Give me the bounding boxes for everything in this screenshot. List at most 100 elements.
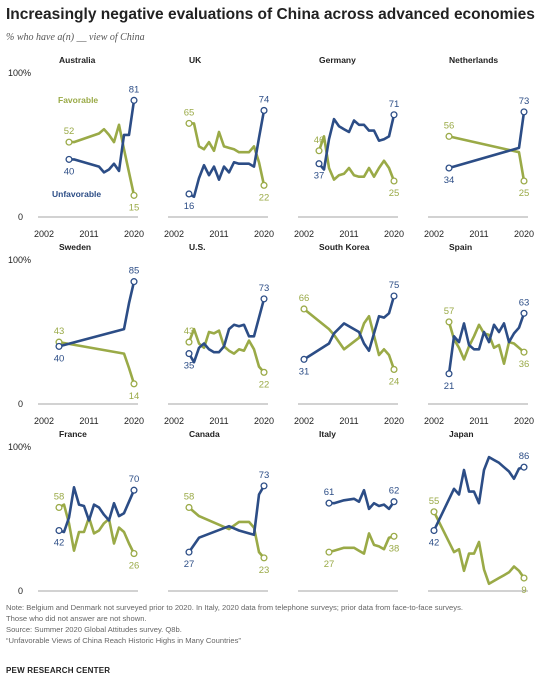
unfavorable-start-point xyxy=(300,355,308,363)
favorable-end-point xyxy=(390,532,398,540)
x-tick-label: 2020 xyxy=(514,229,534,239)
favorable-end-point xyxy=(130,550,138,558)
panel-spain: Spain 2002 2011 2020 57 21 36 63 xyxy=(424,242,534,426)
footer-note-2: Those who did not answer are not shown. xyxy=(6,614,147,623)
favorable-start-label: 27 xyxy=(324,559,335,570)
x-tick-label: 2011 xyxy=(339,229,358,239)
favorable-line-uk xyxy=(187,122,266,187)
favorable-start-label: 65 xyxy=(184,107,195,118)
favorable-line-germany xyxy=(317,135,396,183)
favorable-end-point xyxy=(520,574,528,582)
favorable-end-label: 26 xyxy=(129,561,140,572)
unfavorable-end-label: 86 xyxy=(519,451,530,462)
unfavorable-start-point xyxy=(325,499,333,507)
x-tick-label: 2020 xyxy=(254,416,274,426)
favorable-start-label: 52 xyxy=(64,126,75,137)
panel-italy: Italy20022011202027613862 xyxy=(298,429,400,592)
panel-title-canada: Canada xyxy=(189,429,220,439)
x-tick-label: 2011 xyxy=(339,416,358,426)
unfavorable-end-point xyxy=(260,295,268,303)
unfavorable-end-point xyxy=(390,292,398,300)
unfavorable-start-point xyxy=(430,526,438,535)
unfavorable-end-label: 75 xyxy=(389,280,400,291)
favorable-start-point xyxy=(300,305,308,313)
unfavorable-start-point xyxy=(315,160,323,168)
unfavorable-line-south-korea xyxy=(302,294,396,361)
unfavorable-start-label: 35 xyxy=(184,361,195,372)
unfavorable-line-germany xyxy=(317,113,396,171)
unfavorable-end-label: 73 xyxy=(259,470,270,481)
footer-source: Source: Summer 2020 Global Attitudes sur… xyxy=(6,625,182,634)
favorable-line-france xyxy=(57,503,136,555)
unfavorable-start-label: 61 xyxy=(324,487,335,498)
unfavorable-end-point xyxy=(130,278,138,286)
unfavorable-end-label: 81 xyxy=(129,84,140,95)
x-tick-label: 2020 xyxy=(384,416,404,426)
unfavorable-start-label: 40 xyxy=(54,353,65,364)
favorable-end-label: 22 xyxy=(259,379,270,390)
x-tick-label: 2020 xyxy=(254,229,274,239)
unfavorable-end-label: 74 xyxy=(259,94,270,105)
unfavorable-start-point xyxy=(55,342,63,350)
x-tick-label: 2011 xyxy=(79,416,98,426)
x-tick-label: 2020 xyxy=(384,229,404,239)
favorable-start-point xyxy=(430,508,438,516)
favorable-line-spain xyxy=(447,320,526,365)
favorable-start-point xyxy=(185,503,193,512)
panel-title-sweden: Sweden xyxy=(59,242,91,252)
panel-canada: Canada20022011202058272373 xyxy=(168,429,270,592)
favorable-end-label: 38 xyxy=(389,543,400,554)
y-tick-label: 100% xyxy=(8,68,31,78)
unfavorable-start-point xyxy=(55,526,63,535)
pew-credit: PEW RESEARCH CENTER xyxy=(6,666,111,675)
x-tick-label: 2011 xyxy=(209,229,228,239)
chart-footer: Note: Belgium and Denmark not surveyed p… xyxy=(6,602,554,646)
x-tick-label: 2011 xyxy=(469,416,488,426)
favorable-line-sweden xyxy=(57,340,136,386)
unfavorable-start-point xyxy=(65,155,73,163)
panel-title-netherlands: Netherlands xyxy=(449,55,498,65)
unfavorable-start-label: 27 xyxy=(184,559,195,570)
unfavorable-end-point xyxy=(260,106,268,114)
favorable-start-label: 43 xyxy=(184,326,195,337)
favorable-end-point xyxy=(130,191,138,199)
favorable-end-label: 14 xyxy=(129,391,140,402)
favorable-start-point xyxy=(445,132,453,140)
panel-uk: UK 2002 2011 2020 65 16 22 74 xyxy=(164,55,274,239)
footer-note: Note: Belgium and Denmark not surveyed p… xyxy=(6,603,463,612)
favorable-end-point xyxy=(260,554,268,562)
panel-title-u-s: U.S. xyxy=(189,242,206,252)
unfavorable-line-netherlands xyxy=(447,110,526,170)
unfavorable-end-label: 73 xyxy=(259,283,270,294)
x-tick-label: 2002 xyxy=(34,416,54,426)
unfavorable-start-label: 16 xyxy=(184,201,195,212)
panel-title-spain: Spain xyxy=(449,242,472,252)
favorable-start-point xyxy=(185,119,193,127)
unfavorable-start-point xyxy=(185,350,193,358)
unfavorable-end-label: 71 xyxy=(389,99,400,110)
unfavorable-line-italy xyxy=(327,488,396,511)
unfavorable-end-label: 85 xyxy=(129,266,140,277)
unfavorable-start-point xyxy=(445,370,453,378)
favorable-start-label: 58 xyxy=(184,491,195,502)
favorable-start-label: 58 xyxy=(54,491,65,502)
favorable-start-point xyxy=(325,548,333,556)
favorable-line-south-korea xyxy=(302,307,396,371)
unfavorable-end-label: 63 xyxy=(519,297,530,308)
unfavorable-end-point xyxy=(130,96,138,104)
favorable-end-point xyxy=(390,365,398,373)
favorable-end-point xyxy=(260,181,268,189)
footer-report: “Unfavorable Views of China Reach Histor… xyxy=(6,636,241,645)
unfavorable-end-point xyxy=(520,463,528,471)
x-tick-label: 2002 xyxy=(164,416,184,426)
unfavorable-end-point xyxy=(520,309,528,317)
unfavorable-start-point xyxy=(185,548,193,556)
unfavorable-end-label: 62 xyxy=(389,486,400,497)
unfavorable-start-point xyxy=(185,190,193,198)
favorable-end-label: 15 xyxy=(129,202,140,213)
x-tick-label: 2020 xyxy=(514,416,534,426)
unfavorable-end-point xyxy=(520,108,528,116)
unfavorable-start-label: 34 xyxy=(444,175,455,186)
small-multiples-chart: Australia 2002 2011 2020 100% 0 52 40 15 81 Favora… xyxy=(8,55,534,596)
